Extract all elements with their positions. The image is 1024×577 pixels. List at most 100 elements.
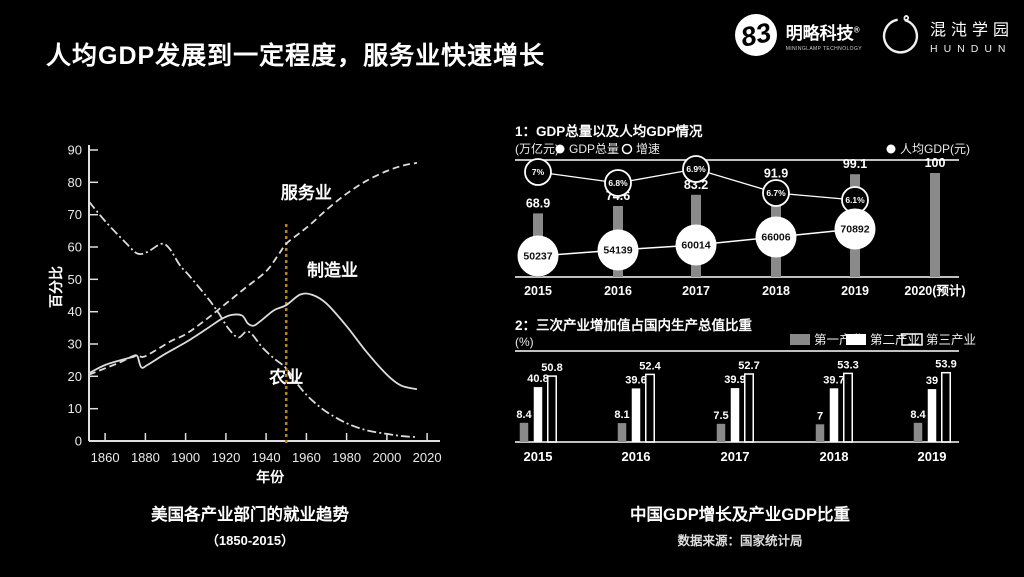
- percap-circle: [597, 229, 639, 271]
- industry-bar-第三产业: [843, 372, 853, 443]
- x-tick-label: 1960: [292, 450, 321, 465]
- year-label: 2018: [820, 449, 849, 464]
- industry-bar-value: 8.1: [614, 409, 629, 421]
- percap-value: 50237: [523, 251, 552, 263]
- growth-rate-circle: [762, 179, 790, 207]
- gdp-total-value: 68.9: [526, 196, 550, 210]
- y-tick-label: 50: [68, 272, 82, 287]
- industry-bar-value: 8.4: [516, 409, 532, 421]
- industry-bar-value: 39.6: [625, 374, 646, 386]
- industry-bar-第二产业: [927, 389, 937, 442]
- industry-bar-第三产业: [547, 375, 557, 443]
- right-chart-caption: 中国GDP增长及产业GDP比重 数据来源：国家统计局: [590, 501, 890, 549]
- industry-bar-第一产业: [913, 422, 923, 442]
- page-title: 人均GDP发展到一定程度，服务业快速增长: [46, 42, 546, 70]
- right-caption-source: 数据来源：国家统计局: [677, 534, 803, 548]
- series-label: 服务业: [281, 183, 332, 203]
- x-tick-label: 1860: [91, 450, 120, 465]
- year-label: 2019: [918, 449, 947, 464]
- year-label: 2017: [721, 449, 750, 464]
- growth-rate-circle: [682, 155, 710, 183]
- minglue-logo-name-text: 明略科技: [785, 23, 854, 43]
- percap-value: 70892: [840, 224, 869, 236]
- industry-bar-第一产业: [617, 423, 627, 442]
- industry-bar-第二产业: [631, 388, 641, 442]
- industry-bar-第一产业: [716, 423, 726, 443]
- industry-bar-value: 53.3: [837, 359, 858, 371]
- percap-value: 60014: [681, 240, 710, 252]
- percap-circle: [675, 224, 717, 266]
- legend-growth: 增速: [636, 142, 660, 156]
- industry-bar-第三产业: [744, 373, 754, 443]
- industry-bar-第二产业: [730, 388, 740, 442]
- series-line-农业: [88, 201, 418, 438]
- industry-bar-value: 52.4: [639, 360, 661, 372]
- minglue-logo-name: 明略科技®: [786, 19, 862, 44]
- y-tick-label: 80: [68, 175, 82, 190]
- legend-swatch-第二产业: [846, 334, 866, 345]
- x-tick-label: 1880: [131, 450, 160, 465]
- x-tick-label: 2020: [413, 450, 442, 465]
- industry-bar-第一产业: [519, 422, 529, 442]
- legend-gdp-total: GDP总量: [569, 142, 619, 156]
- header-logos: 83 明略科技® MININGLAMP TECHNOLOGY 混沌学园 HUND…: [734, 13, 1014, 57]
- series-label: 制造业: [307, 260, 358, 280]
- hundun-logo-icon: [882, 15, 919, 54]
- minglue-logo-mark: 83: [738, 17, 774, 53]
- series-line-服务业: [88, 162, 418, 376]
- registered-mark: ®: [853, 24, 860, 34]
- industry-bar-value: 50.8: [541, 362, 562, 374]
- growth-rate-circle: [524, 158, 552, 186]
- x-tick-label: 1900: [171, 450, 200, 465]
- y-tick-label: 20: [68, 369, 82, 384]
- industry-bar-第一产业: [815, 424, 825, 442]
- industry-bar-value: 53.9: [935, 359, 956, 371]
- gdp-total-value: 91.9: [764, 167, 788, 181]
- legend-label: 第三产业: [926, 333, 976, 347]
- hundun-logo-text: 混沌学园 HUNDUN: [930, 16, 1014, 55]
- y-tick-label: 70: [68, 207, 82, 222]
- industry-bar-第三产业: [645, 373, 655, 443]
- china-gdp-chart: 1：GDP总量以及人均GDP情况 (万亿元) GDP总量 增速 人均GDP(元) 68.9…: [515, 123, 970, 298]
- minglue-logo-icon: 83: [734, 14, 777, 56]
- gdp-total-value: 100: [925, 156, 946, 170]
- legend-swatch-第一产业: [790, 334, 810, 345]
- x-tick-label: 1920: [211, 450, 240, 465]
- industry-bar-value: 39: [926, 375, 938, 387]
- growth-rate-value: 6.1%: [845, 195, 865, 205]
- hundun-logo: 混沌学园 HUNDUN: [880, 13, 1014, 57]
- growth-rate-value: 6.7%: [766, 188, 786, 198]
- year-label: 2018: [762, 284, 790, 298]
- industry-share-chart: 2：三次产业增加值占国内生产总值比重(%) 第一产业 第二产业 第三产业8.440.8…: [515, 317, 976, 464]
- year-label: 2017: [682, 284, 710, 298]
- industry-bar-第三产业: [941, 371, 951, 443]
- y-axis-label: 百分比: [48, 266, 64, 308]
- left-caption-title: 美国各产业部门的就业趋势: [151, 506, 349, 524]
- left-chart-caption: 美国各产业部门的就业趋势 （1850-2015）: [100, 501, 400, 549]
- y-tick-label: 30: [68, 337, 82, 352]
- percap-circle: [834, 208, 876, 250]
- x-tick-label: 1980: [332, 450, 361, 465]
- year-label: 2020(预计): [904, 283, 965, 298]
- x-tick-label: 1940: [252, 450, 281, 465]
- right-caption-title: 中国GDP增长及产业GDP比重: [629, 506, 850, 524]
- percap-value: 54139: [603, 245, 632, 257]
- percap-circle: [755, 216, 797, 258]
- industry-bar-value: 7.5: [713, 410, 728, 422]
- industry-bar-第二产业: [533, 387, 543, 442]
- legend-label: 第二产业: [870, 333, 920, 347]
- growth-rate-value: 6.9%: [686, 164, 706, 174]
- legend-dot-growth-icon: [621, 143, 633, 155]
- chart1-unit: (万亿元): [515, 141, 559, 156]
- chart2-unit: (%): [515, 335, 534, 349]
- minglue-logo-subtitle: MININGLAMP TECHNOLOGY: [785, 45, 862, 52]
- year-label: 2016: [622, 449, 651, 464]
- y-tick-label: 90: [68, 143, 82, 158]
- series-label: 农业: [268, 367, 303, 387]
- y-tick-label: 60: [68, 240, 82, 255]
- minglue-logo: 83 明略科技® MININGLAMP TECHNOLOGY: [734, 13, 862, 57]
- legend-swatch-第三产业: [901, 333, 923, 346]
- legend-percap: 人均GDP(元): [900, 142, 970, 156]
- chart1-title: 1：GDP总量以及人均GDP情况: [515, 123, 703, 139]
